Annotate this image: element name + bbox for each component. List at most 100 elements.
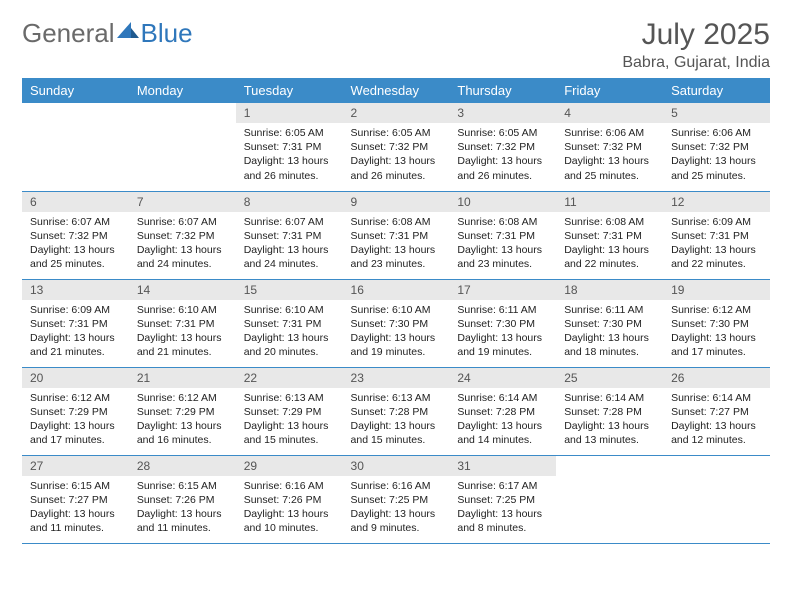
calendar-day-cell: 24Sunrise: 6:14 AMSunset: 7:28 PMDayligh…: [449, 367, 556, 455]
sunrise-line: Sunrise: 6:05 AM: [351, 126, 442, 140]
weekday-header: Sunday: [22, 78, 129, 103]
sunrise-line: Sunrise: 6:12 AM: [30, 391, 121, 405]
day-details: Sunrise: 6:10 AMSunset: 7:31 PMDaylight:…: [129, 300, 236, 366]
sunrise-line: Sunrise: 6:14 AM: [564, 391, 655, 405]
sunrise-line: Sunrise: 6:08 AM: [351, 215, 442, 229]
calendar-day-cell: 8Sunrise: 6:07 AMSunset: 7:31 PMDaylight…: [236, 191, 343, 279]
calendar-week-row: 13Sunrise: 6:09 AMSunset: 7:31 PMDayligh…: [22, 279, 770, 367]
calendar-day-cell: 9Sunrise: 6:08 AMSunset: 7:31 PMDaylight…: [343, 191, 450, 279]
sunrise-line: Sunrise: 6:10 AM: [351, 303, 442, 317]
sunset-line: Sunset: 7:32 PM: [564, 140, 655, 154]
sunset-line: Sunset: 7:25 PM: [457, 493, 548, 507]
sunrise-line: Sunrise: 6:10 AM: [244, 303, 335, 317]
location-label: Babra, Gujarat, India: [622, 54, 770, 72]
day-number: 23: [343, 368, 450, 388]
sunset-line: Sunset: 7:31 PM: [244, 317, 335, 331]
daylight-line: Daylight: 13 hours and 22 minutes.: [671, 243, 762, 271]
logo-triangle-icon: [117, 22, 139, 38]
sunrise-line: Sunrise: 6:13 AM: [351, 391, 442, 405]
sunrise-line: Sunrise: 6:15 AM: [30, 479, 121, 493]
day-details: Sunrise: 6:05 AMSunset: 7:31 PMDaylight:…: [236, 123, 343, 189]
day-details: Sunrise: 6:13 AMSunset: 7:28 PMDaylight:…: [343, 388, 450, 454]
sunrise-line: Sunrise: 6:14 AM: [457, 391, 548, 405]
sunset-line: Sunset: 7:31 PM: [244, 140, 335, 154]
day-number: 11: [556, 192, 663, 212]
sunset-line: Sunset: 7:32 PM: [457, 140, 548, 154]
daylight-line: Daylight: 13 hours and 20 minutes.: [244, 331, 335, 359]
calendar-day-cell: 26Sunrise: 6:14 AMSunset: 7:27 PMDayligh…: [663, 367, 770, 455]
daylight-line: Daylight: 13 hours and 19 minutes.: [457, 331, 548, 359]
calendar-day-cell: 23Sunrise: 6:13 AMSunset: 7:28 PMDayligh…: [343, 367, 450, 455]
day-details: Sunrise: 6:14 AMSunset: 7:28 PMDaylight:…: [449, 388, 556, 454]
weekday-header: Wednesday: [343, 78, 450, 103]
sunrise-line: Sunrise: 6:12 AM: [137, 391, 228, 405]
day-details: Sunrise: 6:14 AMSunset: 7:27 PMDaylight:…: [663, 388, 770, 454]
calendar-day-cell: 30Sunrise: 6:16 AMSunset: 7:25 PMDayligh…: [343, 455, 450, 543]
calendar-empty-cell: [663, 455, 770, 543]
calendar-day-cell: 17Sunrise: 6:11 AMSunset: 7:30 PMDayligh…: [449, 279, 556, 367]
day-details: Sunrise: 6:12 AMSunset: 7:29 PMDaylight:…: [22, 388, 129, 454]
day-number: 15: [236, 280, 343, 300]
day-details: Sunrise: 6:05 AMSunset: 7:32 PMDaylight:…: [343, 123, 450, 189]
day-details: Sunrise: 6:07 AMSunset: 7:31 PMDaylight:…: [236, 212, 343, 278]
sunset-line: Sunset: 7:31 PM: [351, 229, 442, 243]
day-number: 27: [22, 456, 129, 476]
daylight-line: Daylight: 13 hours and 26 minutes.: [351, 154, 442, 182]
sunset-line: Sunset: 7:26 PM: [137, 493, 228, 507]
sunset-line: Sunset: 7:31 PM: [671, 229, 762, 243]
daylight-line: Daylight: 13 hours and 25 minutes.: [671, 154, 762, 182]
sunset-line: Sunset: 7:31 PM: [564, 229, 655, 243]
calendar-day-cell: 7Sunrise: 6:07 AMSunset: 7:32 PMDaylight…: [129, 191, 236, 279]
calendar-day-cell: 31Sunrise: 6:17 AMSunset: 7:25 PMDayligh…: [449, 455, 556, 543]
calendar-day-cell: 18Sunrise: 6:11 AMSunset: 7:30 PMDayligh…: [556, 279, 663, 367]
calendar-day-cell: 1Sunrise: 6:05 AMSunset: 7:31 PMDaylight…: [236, 103, 343, 191]
sunrise-line: Sunrise: 6:05 AM: [244, 126, 335, 140]
sunrise-line: Sunrise: 6:11 AM: [457, 303, 548, 317]
day-number: 5: [663, 103, 770, 123]
sunrise-line: Sunrise: 6:05 AM: [457, 126, 548, 140]
daylight-line: Daylight: 13 hours and 13 minutes.: [564, 419, 655, 447]
sunset-line: Sunset: 7:31 PM: [457, 229, 548, 243]
calendar-week-row: 27Sunrise: 6:15 AMSunset: 7:27 PMDayligh…: [22, 455, 770, 543]
sunrise-line: Sunrise: 6:13 AM: [244, 391, 335, 405]
day-number: 29: [236, 456, 343, 476]
day-details: Sunrise: 6:06 AMSunset: 7:32 PMDaylight:…: [663, 123, 770, 189]
calendar-day-cell: 6Sunrise: 6:07 AMSunset: 7:32 PMDaylight…: [22, 191, 129, 279]
daylight-line: Daylight: 13 hours and 17 minutes.: [671, 331, 762, 359]
day-number: 1: [236, 103, 343, 123]
calendar-day-cell: 12Sunrise: 6:09 AMSunset: 7:31 PMDayligh…: [663, 191, 770, 279]
calendar-day-cell: 28Sunrise: 6:15 AMSunset: 7:26 PMDayligh…: [129, 455, 236, 543]
calendar-day-cell: 10Sunrise: 6:08 AMSunset: 7:31 PMDayligh…: [449, 191, 556, 279]
calendar-day-cell: 25Sunrise: 6:14 AMSunset: 7:28 PMDayligh…: [556, 367, 663, 455]
day-details: Sunrise: 6:14 AMSunset: 7:28 PMDaylight:…: [556, 388, 663, 454]
day-number: 18: [556, 280, 663, 300]
daylight-line: Daylight: 13 hours and 21 minutes.: [30, 331, 121, 359]
day-number: 2: [343, 103, 450, 123]
daylight-line: Daylight: 13 hours and 25 minutes.: [564, 154, 655, 182]
calendar-day-cell: 19Sunrise: 6:12 AMSunset: 7:30 PMDayligh…: [663, 279, 770, 367]
sunrise-line: Sunrise: 6:08 AM: [564, 215, 655, 229]
day-details: Sunrise: 6:11 AMSunset: 7:30 PMDaylight:…: [556, 300, 663, 366]
day-number: 3: [449, 103, 556, 123]
day-details: Sunrise: 6:13 AMSunset: 7:29 PMDaylight:…: [236, 388, 343, 454]
day-number: 17: [449, 280, 556, 300]
day-number: 13: [22, 280, 129, 300]
day-number: 7: [129, 192, 236, 212]
daylight-line: Daylight: 13 hours and 24 minutes.: [137, 243, 228, 271]
daylight-line: Daylight: 13 hours and 10 minutes.: [244, 507, 335, 535]
day-details: Sunrise: 6:09 AMSunset: 7:31 PMDaylight:…: [22, 300, 129, 366]
sunrise-line: Sunrise: 6:14 AM: [671, 391, 762, 405]
daylight-line: Daylight: 13 hours and 14 minutes.: [457, 419, 548, 447]
day-number: 6: [22, 192, 129, 212]
daylight-line: Daylight: 13 hours and 19 minutes.: [351, 331, 442, 359]
daylight-line: Daylight: 13 hours and 24 minutes.: [244, 243, 335, 271]
daylight-line: Daylight: 13 hours and 26 minutes.: [244, 154, 335, 182]
day-number: 26: [663, 368, 770, 388]
sunrise-line: Sunrise: 6:10 AM: [137, 303, 228, 317]
sunset-line: Sunset: 7:29 PM: [30, 405, 121, 419]
sunset-line: Sunset: 7:30 PM: [351, 317, 442, 331]
calendar-empty-cell: [22, 103, 129, 191]
calendar-day-cell: 29Sunrise: 6:16 AMSunset: 7:26 PMDayligh…: [236, 455, 343, 543]
day-details: Sunrise: 6:12 AMSunset: 7:30 PMDaylight:…: [663, 300, 770, 366]
day-number: 10: [449, 192, 556, 212]
